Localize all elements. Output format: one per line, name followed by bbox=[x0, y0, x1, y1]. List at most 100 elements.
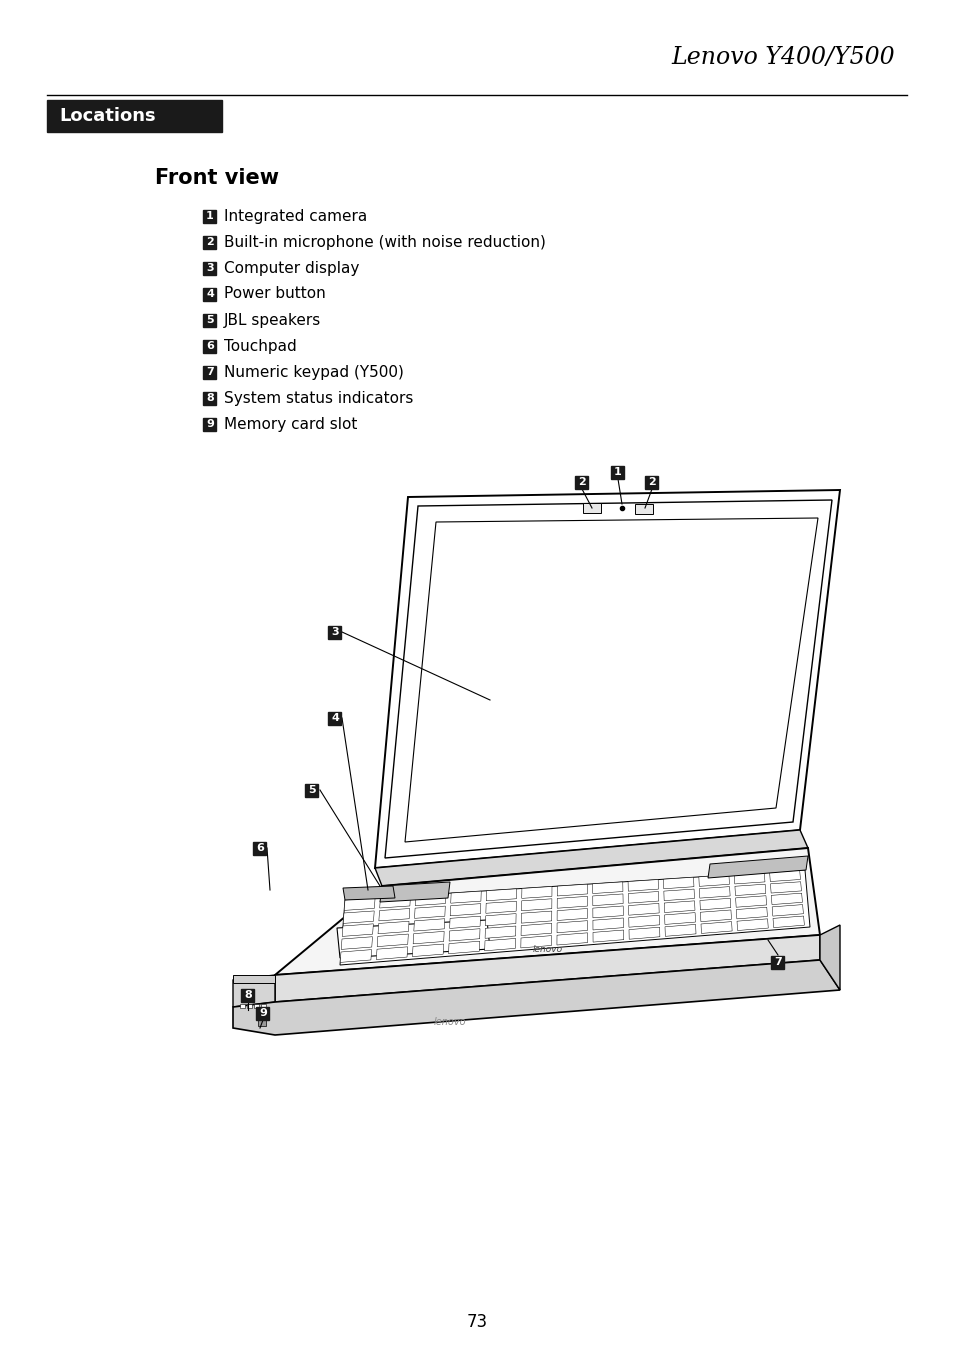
Polygon shape bbox=[769, 871, 800, 882]
Bar bbox=[635, 504, 652, 514]
Polygon shape bbox=[735, 896, 766, 907]
Bar bbox=[257, 1013, 266, 1026]
Polygon shape bbox=[484, 938, 515, 950]
Polygon shape bbox=[700, 922, 731, 933]
Polygon shape bbox=[449, 917, 480, 929]
Text: 5: 5 bbox=[308, 786, 315, 795]
Text: Locations: Locations bbox=[59, 107, 155, 124]
FancyBboxPatch shape bbox=[47, 100, 222, 132]
Polygon shape bbox=[520, 936, 551, 948]
Polygon shape bbox=[520, 923, 551, 936]
Polygon shape bbox=[450, 891, 480, 903]
Polygon shape bbox=[343, 911, 374, 923]
Polygon shape bbox=[484, 926, 516, 938]
Text: JBL speakers: JBL speakers bbox=[224, 312, 321, 327]
FancyBboxPatch shape bbox=[203, 288, 216, 300]
Polygon shape bbox=[628, 927, 659, 940]
Text: 9: 9 bbox=[259, 1009, 267, 1018]
Polygon shape bbox=[736, 907, 766, 919]
Polygon shape bbox=[485, 914, 516, 926]
FancyBboxPatch shape bbox=[203, 261, 216, 274]
Polygon shape bbox=[627, 880, 658, 891]
Polygon shape bbox=[412, 944, 443, 957]
FancyBboxPatch shape bbox=[253, 841, 266, 854]
Polygon shape bbox=[664, 913, 695, 925]
Polygon shape bbox=[336, 919, 490, 959]
Polygon shape bbox=[557, 933, 587, 945]
FancyBboxPatch shape bbox=[203, 210, 216, 223]
Polygon shape bbox=[378, 909, 410, 921]
FancyBboxPatch shape bbox=[328, 711, 341, 725]
FancyBboxPatch shape bbox=[203, 235, 216, 249]
Text: 7: 7 bbox=[206, 366, 213, 377]
Polygon shape bbox=[592, 894, 622, 906]
Polygon shape bbox=[379, 896, 410, 909]
Polygon shape bbox=[557, 909, 587, 921]
Polygon shape bbox=[663, 890, 694, 900]
Text: Numeric keypad (Y500): Numeric keypad (Y500) bbox=[224, 365, 403, 380]
Polygon shape bbox=[557, 921, 587, 933]
Polygon shape bbox=[628, 915, 659, 927]
Text: Power button: Power button bbox=[224, 287, 325, 301]
Polygon shape bbox=[486, 888, 517, 900]
Polygon shape bbox=[376, 934, 408, 946]
Polygon shape bbox=[233, 975, 274, 1007]
Polygon shape bbox=[663, 900, 694, 913]
Polygon shape bbox=[662, 877, 693, 888]
Polygon shape bbox=[344, 898, 375, 910]
Polygon shape bbox=[342, 923, 373, 937]
Polygon shape bbox=[339, 869, 809, 965]
Polygon shape bbox=[707, 856, 807, 877]
Polygon shape bbox=[343, 886, 395, 900]
Polygon shape bbox=[385, 500, 831, 859]
Polygon shape bbox=[233, 960, 840, 1036]
Text: 1: 1 bbox=[614, 466, 621, 477]
Polygon shape bbox=[557, 896, 587, 909]
Polygon shape bbox=[379, 882, 450, 902]
Text: 7: 7 bbox=[773, 957, 781, 967]
Text: 73: 73 bbox=[466, 1313, 487, 1330]
Polygon shape bbox=[734, 872, 764, 884]
Polygon shape bbox=[274, 848, 820, 975]
Text: 5: 5 bbox=[206, 315, 213, 324]
FancyBboxPatch shape bbox=[611, 465, 624, 479]
Polygon shape bbox=[485, 902, 516, 914]
FancyBboxPatch shape bbox=[203, 392, 216, 404]
Polygon shape bbox=[699, 887, 729, 898]
Polygon shape bbox=[450, 903, 480, 915]
Polygon shape bbox=[628, 903, 659, 915]
Polygon shape bbox=[415, 906, 445, 918]
Bar bbox=[233, 975, 274, 983]
Text: Memory card slot: Memory card slot bbox=[224, 416, 357, 431]
FancyBboxPatch shape bbox=[203, 365, 216, 379]
FancyBboxPatch shape bbox=[771, 956, 783, 968]
Text: 3: 3 bbox=[331, 627, 338, 637]
Polygon shape bbox=[520, 911, 551, 923]
Polygon shape bbox=[664, 925, 696, 937]
Polygon shape bbox=[771, 904, 802, 917]
Polygon shape bbox=[375, 946, 407, 960]
Polygon shape bbox=[592, 906, 622, 918]
FancyBboxPatch shape bbox=[645, 476, 658, 488]
Polygon shape bbox=[414, 919, 444, 932]
Polygon shape bbox=[557, 884, 587, 896]
FancyBboxPatch shape bbox=[241, 988, 254, 1002]
Polygon shape bbox=[521, 887, 552, 898]
Text: 2: 2 bbox=[647, 477, 655, 487]
Text: 6: 6 bbox=[206, 341, 213, 352]
FancyBboxPatch shape bbox=[575, 476, 588, 488]
Text: 4: 4 bbox=[206, 289, 213, 299]
Polygon shape bbox=[593, 930, 623, 942]
Bar bbox=[261, 1005, 266, 1009]
Text: 6: 6 bbox=[255, 844, 264, 853]
Polygon shape bbox=[628, 891, 659, 903]
Bar bbox=[253, 1005, 258, 1009]
Polygon shape bbox=[415, 894, 445, 906]
Polygon shape bbox=[734, 884, 765, 895]
Text: 3: 3 bbox=[206, 264, 213, 273]
FancyBboxPatch shape bbox=[203, 314, 216, 326]
Text: 9: 9 bbox=[206, 419, 213, 429]
FancyBboxPatch shape bbox=[203, 339, 216, 353]
Text: 8: 8 bbox=[244, 990, 252, 1000]
Text: 2: 2 bbox=[578, 477, 585, 487]
